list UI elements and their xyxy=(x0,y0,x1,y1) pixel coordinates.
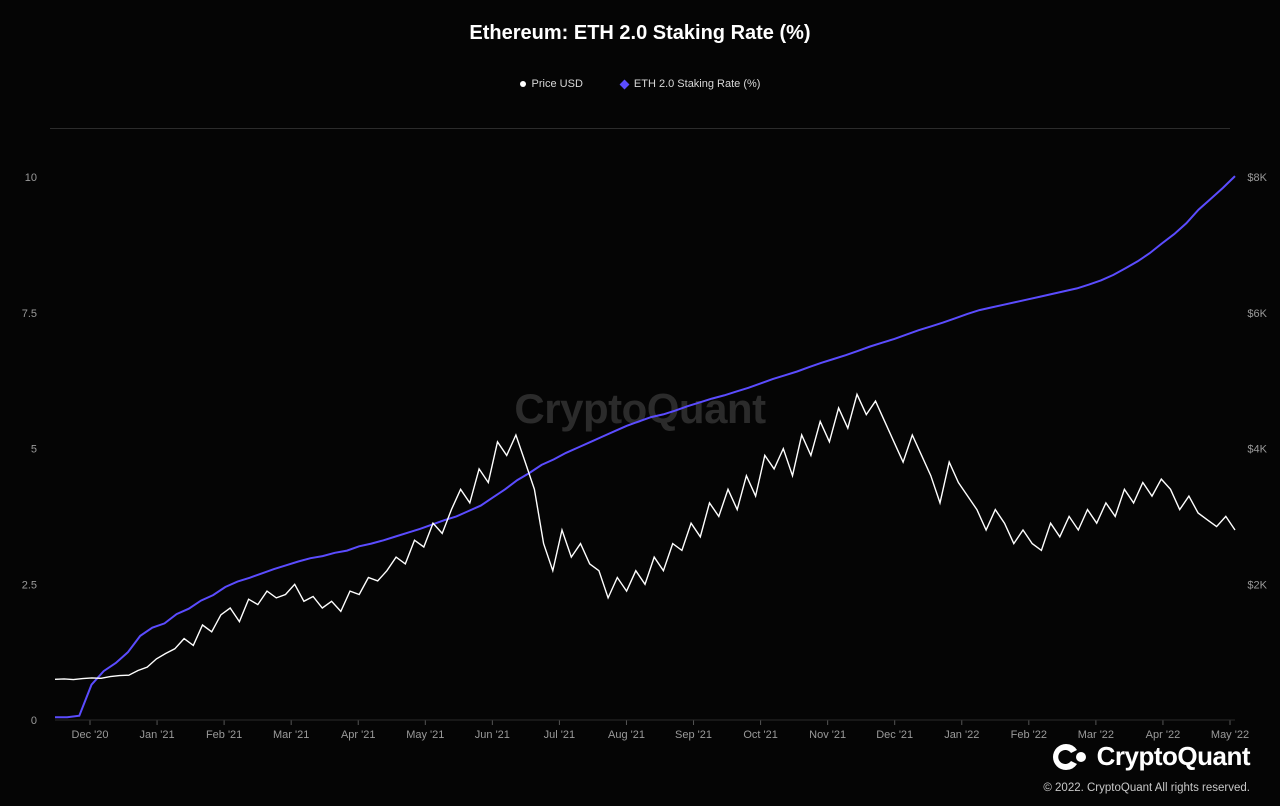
staking-line xyxy=(55,176,1235,717)
svg-text:Jul '21: Jul '21 xyxy=(544,729,575,741)
svg-text:Dec '20: Dec '20 xyxy=(72,729,109,741)
svg-text:7.5: 7.5 xyxy=(22,308,37,320)
svg-text:Feb '22: Feb '22 xyxy=(1011,729,1047,741)
svg-text:0: 0 xyxy=(31,715,37,727)
svg-text:2.5: 2.5 xyxy=(22,579,37,591)
svg-text:Jan '22: Jan '22 xyxy=(944,729,979,741)
svg-text:5: 5 xyxy=(31,444,37,456)
svg-text:Jan '21: Jan '21 xyxy=(139,729,174,741)
svg-text:Feb '21: Feb '21 xyxy=(206,729,242,741)
svg-text:Dec '21: Dec '21 xyxy=(876,729,913,741)
svg-text:Jun '21: Jun '21 xyxy=(475,729,510,741)
svg-text:$6K: $6K xyxy=(1247,308,1267,320)
svg-text:Sep '21: Sep '21 xyxy=(675,729,712,741)
svg-text:$4K: $4K xyxy=(1247,444,1267,456)
brand-logo: CryptoQuant xyxy=(1053,741,1250,772)
svg-text:Mar '22: Mar '22 xyxy=(1078,729,1114,741)
svg-text:Nov '21: Nov '21 xyxy=(809,729,846,741)
svg-text:May '22: May '22 xyxy=(1211,729,1249,741)
brand-name: CryptoQuant xyxy=(1097,741,1250,772)
svg-text:$8K: $8K xyxy=(1247,172,1267,184)
x-axis: Dec '20 Jan '21 Feb '21 Mar '21 Apr '21 May '… xyxy=(72,720,1250,741)
svg-text:May '21: May '21 xyxy=(406,729,444,741)
svg-text:Aug '21: Aug '21 xyxy=(608,729,645,741)
brand-icon xyxy=(1053,742,1087,772)
chart-container: Ethereum: ETH 2.0 Staking Rate (%) Price… xyxy=(0,0,1280,806)
svg-text:Apr '21: Apr '21 xyxy=(341,729,376,741)
svg-text:10: 10 xyxy=(25,172,37,184)
y-right-axis: $2K $4K $6K $8K xyxy=(1247,172,1267,591)
svg-text:Mar '21: Mar '21 xyxy=(273,729,309,741)
y-left-axis: 0 2.5 5 7.5 10 xyxy=(22,172,37,727)
svg-text:$2K: $2K xyxy=(1247,579,1267,591)
svg-text:Apr '22: Apr '22 xyxy=(1146,729,1181,741)
svg-text:Oct '21: Oct '21 xyxy=(743,729,778,741)
price-line xyxy=(55,394,1235,679)
copyright-text: © 2022. CryptoQuant All rights reserved. xyxy=(1043,782,1250,794)
chart-svg: 0 2.5 5 7.5 10 $2K $4K $6K $8K Dec '20 Jan '21 Fe… xyxy=(0,0,1280,806)
